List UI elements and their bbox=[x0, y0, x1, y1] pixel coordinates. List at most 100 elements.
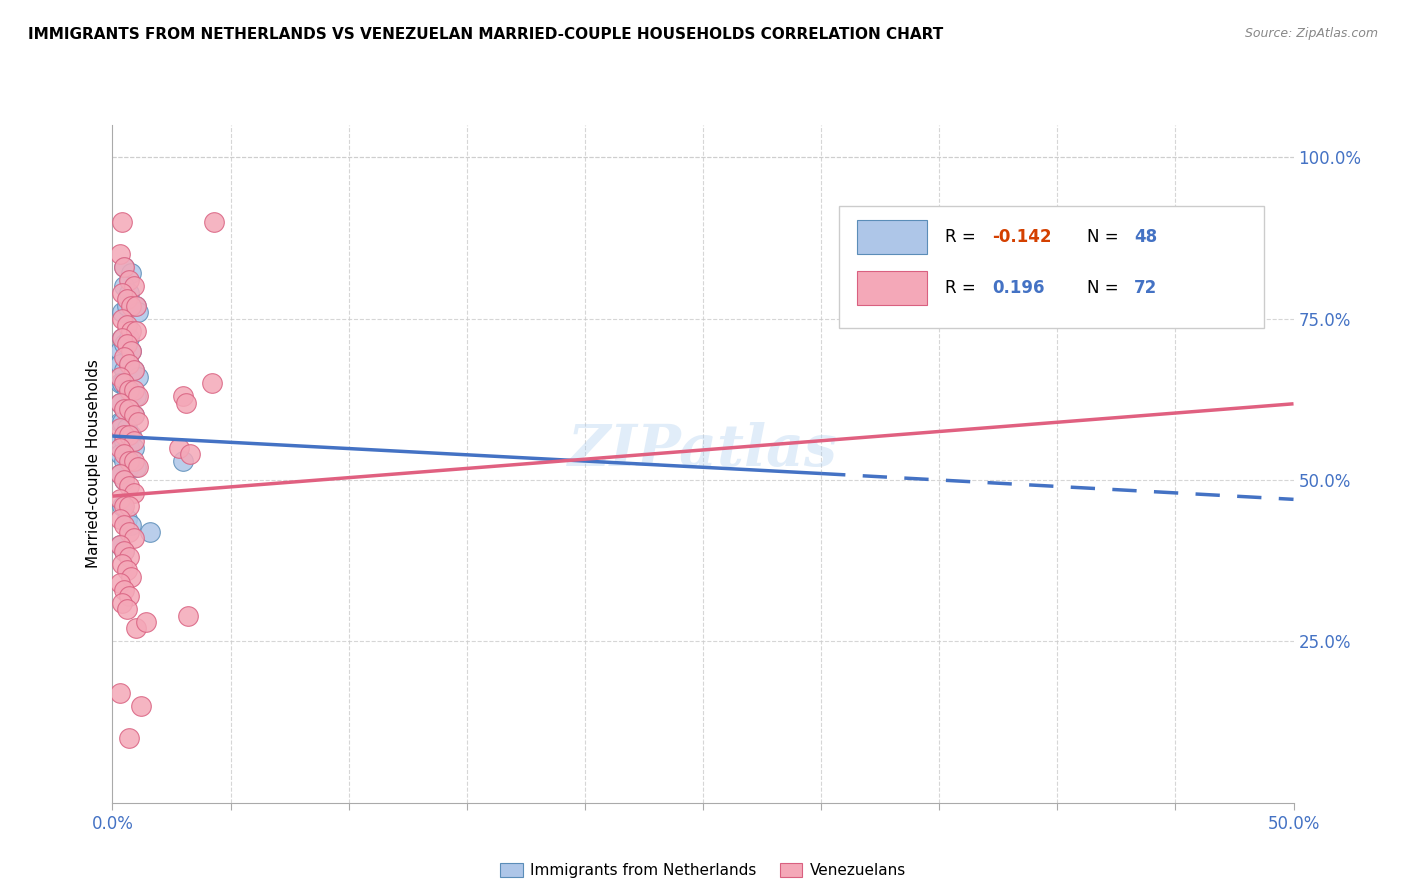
Point bbox=[125, 299, 148, 313]
Point bbox=[122, 383, 145, 397]
Point bbox=[111, 311, 134, 326]
Point bbox=[174, 395, 197, 409]
Text: N =: N = bbox=[1087, 278, 1123, 296]
Point bbox=[127, 415, 149, 429]
Point bbox=[111, 596, 134, 610]
Point bbox=[108, 492, 131, 507]
Point bbox=[118, 401, 141, 416]
Point bbox=[115, 337, 138, 351]
Point bbox=[108, 247, 131, 261]
Point bbox=[115, 292, 138, 306]
Point bbox=[108, 537, 131, 551]
Point bbox=[125, 460, 148, 475]
Point bbox=[201, 376, 224, 391]
Point bbox=[111, 215, 134, 229]
Text: R =: R = bbox=[945, 227, 981, 245]
Point bbox=[118, 499, 141, 513]
Point bbox=[112, 427, 135, 442]
Point bbox=[108, 421, 131, 435]
Point bbox=[120, 427, 142, 442]
Point bbox=[108, 467, 131, 481]
Point bbox=[112, 260, 135, 274]
Point bbox=[112, 518, 135, 533]
Point bbox=[118, 273, 141, 287]
Y-axis label: Married-couple Households: Married-couple Households bbox=[86, 359, 101, 568]
Point bbox=[118, 453, 141, 467]
Point bbox=[111, 376, 134, 391]
Point bbox=[129, 698, 152, 713]
Legend: Immigrants from Netherlands, Venezuelans: Immigrants from Netherlands, Venezuelans bbox=[494, 857, 912, 884]
Point bbox=[108, 537, 131, 551]
Point bbox=[120, 266, 142, 280]
Point bbox=[112, 499, 135, 513]
Point bbox=[111, 331, 134, 345]
Point bbox=[115, 563, 138, 577]
Point bbox=[172, 453, 194, 467]
Point bbox=[112, 544, 135, 558]
Point bbox=[112, 447, 135, 461]
Point bbox=[108, 395, 131, 409]
Point bbox=[122, 409, 145, 423]
Point bbox=[115, 383, 138, 397]
Point bbox=[112, 434, 135, 449]
Point bbox=[108, 447, 131, 461]
Point bbox=[112, 401, 135, 416]
Point bbox=[118, 331, 141, 345]
Point bbox=[115, 318, 138, 332]
Point bbox=[111, 305, 134, 319]
Point bbox=[118, 460, 141, 475]
Point bbox=[108, 686, 131, 700]
Point bbox=[125, 622, 148, 636]
Point bbox=[108, 369, 131, 384]
Text: 72: 72 bbox=[1135, 278, 1157, 296]
Point bbox=[122, 441, 145, 455]
Text: N =: N = bbox=[1087, 227, 1123, 245]
Point bbox=[112, 363, 135, 377]
Point bbox=[179, 447, 201, 461]
Point bbox=[112, 544, 135, 558]
Point bbox=[118, 285, 141, 300]
Point bbox=[112, 401, 135, 416]
Point bbox=[120, 343, 142, 358]
Point bbox=[118, 357, 141, 371]
Point bbox=[120, 299, 142, 313]
Text: 0.196: 0.196 bbox=[993, 278, 1045, 296]
Point bbox=[120, 518, 142, 533]
Point bbox=[111, 285, 134, 300]
Point bbox=[122, 453, 145, 467]
Point bbox=[120, 343, 142, 358]
Point bbox=[120, 570, 142, 584]
Point bbox=[118, 524, 141, 539]
Point bbox=[108, 467, 131, 481]
Text: 48: 48 bbox=[1135, 227, 1157, 245]
Point bbox=[112, 279, 135, 293]
Text: R =: R = bbox=[945, 278, 987, 296]
Point bbox=[118, 383, 141, 397]
Point bbox=[118, 401, 141, 416]
Point bbox=[112, 351, 135, 365]
Point bbox=[108, 376, 131, 391]
Point bbox=[118, 479, 141, 493]
Point bbox=[108, 357, 131, 371]
Point bbox=[127, 369, 149, 384]
Point bbox=[112, 473, 135, 487]
Point bbox=[122, 279, 145, 293]
Point bbox=[115, 602, 138, 616]
Point bbox=[127, 305, 149, 319]
Point bbox=[120, 389, 142, 403]
Point bbox=[108, 441, 131, 455]
Point bbox=[122, 486, 145, 500]
Point bbox=[115, 299, 138, 313]
Point bbox=[118, 441, 141, 455]
Point bbox=[112, 473, 135, 487]
Point bbox=[167, 441, 190, 455]
Point bbox=[111, 331, 134, 345]
Point bbox=[108, 415, 131, 429]
Point bbox=[118, 427, 141, 442]
Point bbox=[111, 557, 134, 571]
Point bbox=[122, 434, 145, 449]
Point bbox=[122, 531, 145, 545]
Point bbox=[120, 325, 142, 339]
Text: -0.142: -0.142 bbox=[993, 227, 1052, 245]
Point bbox=[111, 415, 134, 429]
